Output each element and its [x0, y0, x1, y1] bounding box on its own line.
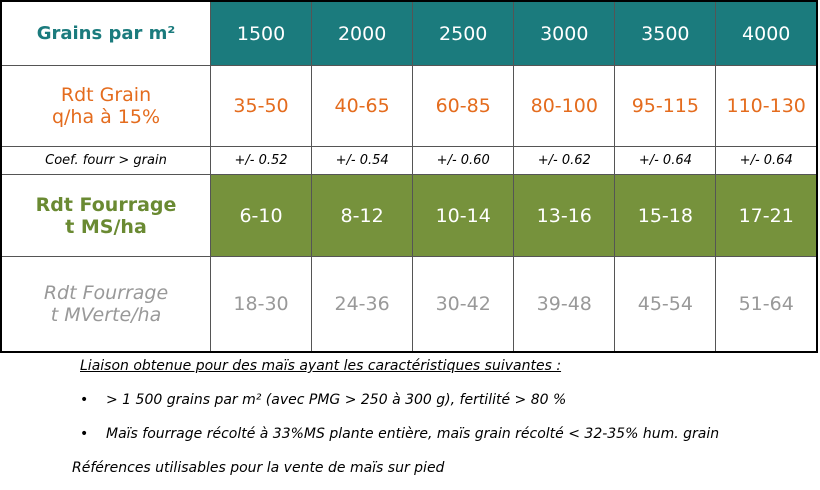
cell-text: 39-48 — [536, 293, 592, 315]
cell: 15-18 — [614, 174, 717, 257]
cell-text: 51-64 — [738, 293, 794, 315]
label-line: t MS/ha — [65, 215, 147, 238]
cell: 80-100 — [513, 65, 616, 147]
label-line: Rdt Fourrage — [35, 193, 177, 216]
cell: 10-14 — [412, 174, 515, 257]
cell: 30-42 — [412, 256, 515, 353]
cell-text: 95-115 — [631, 95, 699, 117]
cell-text: 35-50 — [233, 95, 289, 117]
intro-text: Liaison obtenue pour des maïs ayant les … — [80, 358, 562, 374]
bullet-text: > 1 500 grains par m² (avec PMG > 250 à … — [106, 392, 567, 408]
bullet: • Maïs fourrage récolté à 33%MS plante en… — [80, 426, 720, 442]
footer-text: Références utilisables pour la vente de … — [72, 460, 445, 476]
table-row: Coef. fourr > grain +/- 0.52 +/- 0.54 +/- 0… — [0, 146, 818, 175]
cell-text: 17-21 — [738, 204, 794, 227]
cell-text: +/- 0.52 — [234, 153, 288, 168]
cell-text: 18-30 — [233, 293, 289, 315]
cell: 3000 — [513, 0, 616, 66]
note-footer: Références utilisables pour la vente de … — [72, 454, 719, 488]
cell: 35-50 — [209, 65, 313, 147]
cell-text: 45-54 — [637, 293, 693, 315]
cell: 1500 — [209, 0, 313, 66]
cell: 45-54 — [614, 256, 717, 353]
notes: Liaison obtenue pour des maïs ayant les … — [72, 352, 719, 488]
cell: 3500 — [614, 0, 717, 66]
cell: 60-85 — [412, 65, 515, 147]
table-row: Rdt Fourrage t MS/ha 6-10 8-12 10-14 13-16 15-… — [0, 174, 818, 257]
cell-text: 2000 — [337, 22, 387, 45]
cell-text: 1500 — [236, 22, 286, 45]
cell-text: 2500 — [439, 22, 488, 45]
cell-text: 13-16 — [536, 204, 592, 227]
cell: 6-10 — [209, 174, 313, 257]
cell: 110-130 — [715, 65, 818, 147]
cell-text: 24-36 — [334, 293, 390, 315]
note-intro: Liaison obtenue pour des maïs ayant les … — [72, 352, 719, 386]
cell: 40-65 — [311, 65, 414, 147]
cell-text: 6-10 — [239, 204, 283, 227]
cell-text: +/- 0.64 — [739, 153, 793, 168]
cell: 8-12 — [311, 174, 414, 257]
cell-text: +/- 0.60 — [436, 153, 490, 168]
cell-text: +/- 0.62 — [537, 153, 591, 168]
row-label: Rdt Fourrage t MS/ha — [0, 174, 211, 257]
cell-text: 3500 — [641, 22, 690, 45]
cell: +/- 0.60 — [412, 146, 515, 175]
label-line: Rdt Fourrage — [43, 282, 169, 304]
row-label: Coef. fourr > grain — [0, 146, 211, 175]
cell-text: 3000 — [540, 22, 589, 45]
cell: 2500 — [412, 0, 515, 66]
row-label: Rdt Fourrage t MVerte/ha — [0, 256, 211, 353]
cell-text: 60-85 — [435, 95, 491, 117]
cell: +/- 0.54 — [311, 146, 414, 175]
label-line: q/ha à 15% — [51, 106, 161, 128]
cell: 51-64 — [715, 256, 818, 353]
cell: +/- 0.64 — [715, 146, 818, 175]
cell-text: 15-18 — [637, 204, 693, 227]
cell: 17-21 — [715, 174, 818, 257]
table-row: Grains par m² 1500 2000 2500 3000 3500 4000 — [0, 0, 818, 66]
row-label: Grains par m² — [0, 0, 211, 66]
cell-text: 8-12 — [340, 204, 384, 227]
cell-text: 30-42 — [435, 293, 491, 315]
cell-text: 10-14 — [435, 204, 491, 227]
label-line: Coef. fourr > grain — [45, 153, 167, 168]
cell-text: +/- 0.54 — [335, 153, 389, 168]
cell-text: 80-100 — [530, 95, 598, 117]
cell-text: +/- 0.64 — [638, 153, 692, 168]
label-line: Rdt Grain — [60, 84, 152, 106]
cell: 2000 — [311, 0, 414, 66]
label-line: t MVerte/ha — [50, 304, 162, 326]
cell: +/- 0.64 — [614, 146, 717, 175]
row-label: Rdt Grain q/ha à 15% — [0, 65, 211, 147]
cell-text: 110-130 — [726, 95, 806, 117]
cell: 18-30 — [209, 256, 313, 353]
yield-table: Grains par m² 1500 2000 2500 3000 3500 4000 Rdt… — [0, 0, 818, 353]
table-row: Rdt Fourrage t MVerte/ha 18-30 24-36 30-42 39… — [0, 256, 818, 353]
cell: +/- 0.52 — [209, 146, 313, 175]
bullet: • > 1 500 grains par m² (avec PMG > 250 à… — [80, 392, 567, 408]
label-line: Grains par m² — [36, 23, 176, 44]
table-row: Rdt Grain q/ha à 15% 35-50 40-65 60-85 80-100… — [0, 65, 818, 147]
cell: 4000 — [715, 0, 818, 66]
cell: 39-48 — [513, 256, 616, 353]
cell: 95-115 — [614, 65, 717, 147]
cell: 24-36 — [311, 256, 414, 353]
cell: +/- 0.62 — [513, 146, 616, 175]
bullet-text: Maïs fourrage récolté à 33%MS plante ent… — [106, 426, 720, 442]
cell-text: 40-65 — [334, 95, 390, 117]
cell: 13-16 — [513, 174, 616, 257]
cell-text: 4000 — [742, 22, 791, 45]
